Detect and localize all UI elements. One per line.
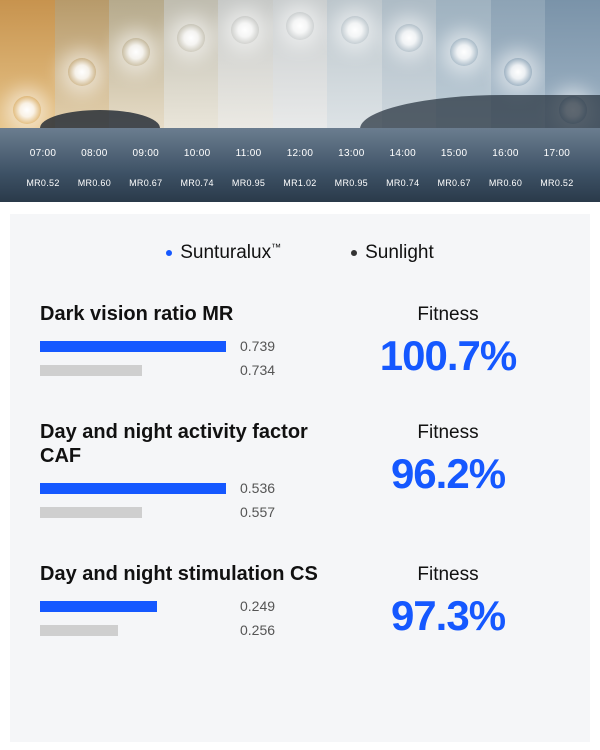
hero-time-label: 11:00 bbox=[224, 148, 274, 159]
hero-mr-label: MR0.60 bbox=[481, 178, 531, 188]
bar-secondary bbox=[40, 365, 142, 376]
fitness-label: Fitness bbox=[358, 420, 538, 444]
bar-primary-value: 0.739 bbox=[240, 338, 290, 354]
legend-item-sunlight: Sunlight bbox=[351, 242, 434, 264]
sun-icon bbox=[231, 16, 259, 44]
sun-icon bbox=[286, 12, 314, 40]
sun-icon bbox=[450, 38, 478, 66]
hero-mr-label: MR0.74 bbox=[378, 178, 428, 188]
metric-bar-secondary: 0.256 bbox=[40, 622, 330, 638]
metric-bar-secondary: 0.557 bbox=[40, 504, 330, 520]
metric-right: Fitness 97.3% bbox=[358, 562, 538, 640]
hero-time-row: 07:0008:0009:0010:0011:0012:0013:0014:00… bbox=[0, 148, 600, 159]
bar-primary bbox=[40, 483, 226, 494]
metric-bar-primary: 0.739 bbox=[40, 338, 330, 354]
legend-item-sunturalux: Sunturalux™ bbox=[166, 242, 281, 264]
legend-dot-primary bbox=[166, 250, 172, 256]
legend-label-primary: Sunturalux™ bbox=[180, 242, 281, 264]
metric-row: Day and night stimulation CS 0.249 0.256… bbox=[40, 562, 560, 646]
metric-right: Fitness 100.7% bbox=[358, 302, 538, 380]
water bbox=[0, 128, 600, 202]
bar-secondary-value: 0.256 bbox=[240, 622, 290, 638]
hero-mr-label: MR0.60 bbox=[69, 178, 119, 188]
metric-title: Day and night activity factor CAF bbox=[40, 420, 330, 468]
hero-mr-label: MR0.95 bbox=[326, 178, 376, 188]
hero-time-label: 16:00 bbox=[481, 148, 531, 159]
metric-title: Dark vision ratio MR bbox=[40, 302, 330, 326]
sun-icon bbox=[341, 16, 369, 44]
series-legend: Sunturalux™ Sunlight bbox=[40, 242, 560, 264]
fitness-label: Fitness bbox=[358, 562, 538, 586]
metric-bar-primary: 0.249 bbox=[40, 598, 330, 614]
sun-icon bbox=[395, 24, 423, 52]
hero-mr-label: MR0.52 bbox=[18, 178, 68, 188]
metric-left: Day and night stimulation CS 0.249 0.256 bbox=[40, 562, 330, 646]
hero-daylight-banner: 07:0008:0009:0010:0011:0012:0013:0014:00… bbox=[0, 0, 600, 202]
hero-mr-label: MR0.67 bbox=[121, 178, 171, 188]
hero-time-label: 09:00 bbox=[121, 148, 171, 159]
sky-strip bbox=[164, 0, 219, 130]
bar-primary-value: 0.536 bbox=[240, 480, 290, 496]
metric-right: Fitness 96.2% bbox=[358, 420, 538, 498]
hero-time-label: 17:00 bbox=[532, 148, 582, 159]
fitness-value: 96.2% bbox=[358, 450, 538, 498]
sun-icon bbox=[68, 58, 96, 86]
hero-time-label: 12:00 bbox=[275, 148, 325, 159]
hero-time-label: 10:00 bbox=[172, 148, 222, 159]
hero-mr-label: MR0.74 bbox=[172, 178, 222, 188]
sun-icon bbox=[13, 96, 41, 124]
metric-row: Day and night activity factor CAF 0.536 … bbox=[40, 420, 560, 528]
sun-icon bbox=[177, 24, 205, 52]
hero-time-label: 07:00 bbox=[18, 148, 68, 159]
hero-time-label: 14:00 bbox=[378, 148, 428, 159]
bar-secondary-value: 0.734 bbox=[240, 362, 290, 378]
bar-secondary bbox=[40, 625, 118, 636]
hero-time-label: 08:00 bbox=[69, 148, 119, 159]
hero-time-label: 13:00 bbox=[326, 148, 376, 159]
metric-bar-primary: 0.536 bbox=[40, 480, 330, 496]
metric-title: Day and night stimulation CS bbox=[40, 562, 330, 586]
hero-mr-row: MR0.52MR0.60MR0.67MR0.74MR0.95MR1.02MR0.… bbox=[0, 178, 600, 188]
bar-secondary-value: 0.557 bbox=[240, 504, 290, 520]
legend-label-secondary: Sunlight bbox=[365, 242, 434, 264]
bar-primary bbox=[40, 601, 157, 612]
metrics-list: Dark vision ratio MR 0.739 0.734 Fitness… bbox=[40, 302, 560, 646]
hero-mr-label: MR0.52 bbox=[532, 178, 582, 188]
bar-primary bbox=[40, 341, 226, 352]
metric-left: Day and night activity factor CAF 0.536 … bbox=[40, 420, 330, 528]
fitness-value: 100.7% bbox=[358, 332, 538, 380]
sun-icon bbox=[504, 58, 532, 86]
fitness-label: Fitness bbox=[358, 302, 538, 326]
hero-mr-label: MR0.67 bbox=[429, 178, 479, 188]
fitness-value: 97.3% bbox=[358, 592, 538, 640]
hero-mr-label: MR1.02 bbox=[275, 178, 325, 188]
hero-mr-label: MR0.95 bbox=[224, 178, 274, 188]
bar-secondary bbox=[40, 507, 142, 518]
metrics-panel: Sunturalux™ Sunlight Dark vision ratio M… bbox=[10, 214, 590, 742]
metric-row: Dark vision ratio MR 0.739 0.734 Fitness… bbox=[40, 302, 560, 386]
metric-bar-secondary: 0.734 bbox=[40, 362, 330, 378]
metric-left: Dark vision ratio MR 0.739 0.734 bbox=[40, 302, 330, 386]
sun-icon bbox=[122, 38, 150, 66]
hero-time-label: 15:00 bbox=[429, 148, 479, 159]
bar-primary-value: 0.249 bbox=[240, 598, 290, 614]
legend-dot-secondary bbox=[351, 250, 357, 256]
